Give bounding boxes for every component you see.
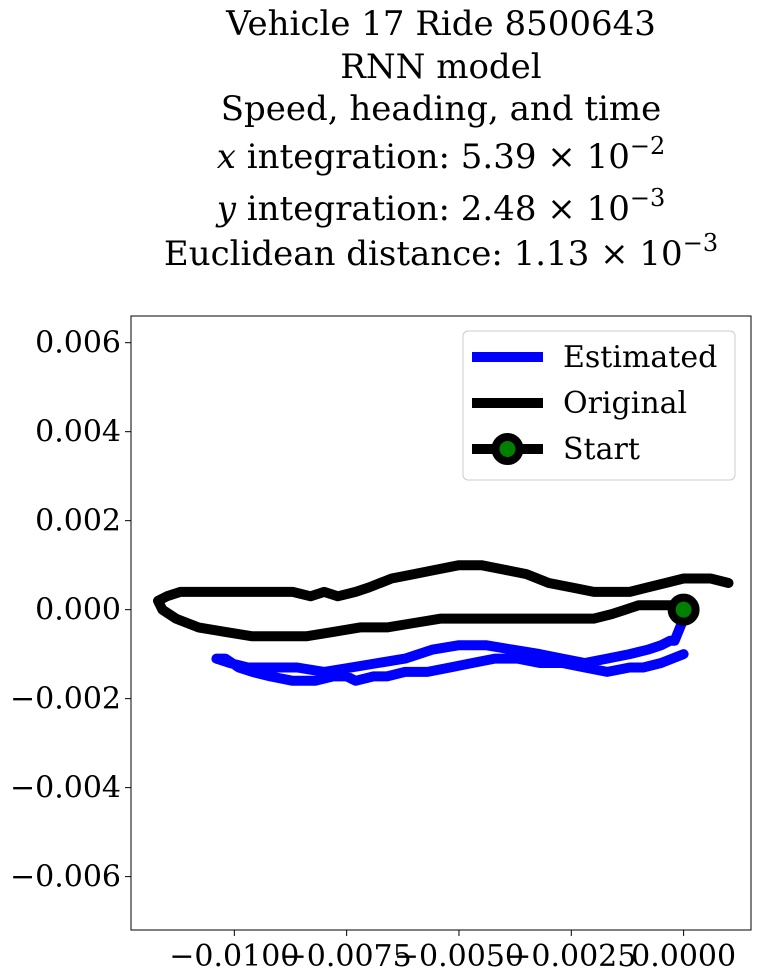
title-line: x integration: 5.39 × 10−2	[217, 132, 665, 177]
title-line: Euclidean distance: 1.13 × 10−3	[164, 229, 718, 274]
x-tick-label: −0.0050	[394, 939, 524, 974]
series-line-original	[153, 560, 734, 642]
legend-label: Start	[563, 432, 640, 467]
axes-frame	[130, 315, 752, 931]
title-line: y integration: 2.48 × 10−3	[215, 184, 666, 229]
y-axis: 0.006 0.004 0.002 0.000 −0.002 −0.004 −0.006	[10, 326, 131, 895]
y-tick-label: −0.004	[10, 771, 121, 806]
y-tick-label: −0.006	[10, 860, 121, 895]
title-line: Vehicle 17 Ride 8500643	[225, 4, 656, 44]
x-tick-label: −0.0075	[282, 939, 412, 974]
y-tick-label: −0.002	[10, 682, 121, 717]
legend-box	[462, 330, 736, 481]
series-group	[153, 560, 734, 686]
x-tick-label: 0.0000	[631, 939, 736, 974]
start-marker	[667, 593, 700, 626]
series-line-estimated	[211, 613, 689, 686]
plot-area	[130, 315, 752, 931]
title-line: Speed, heading, and time	[221, 89, 662, 129]
y-tick-label: 0.004	[35, 415, 121, 450]
legend-label: Original	[563, 386, 687, 421]
x-tick-label: −0.0100	[169, 939, 299, 974]
y-tick-label: 0.000	[35, 593, 121, 628]
legend: Estimated Original Start	[462, 330, 736, 481]
title-line: RNN model	[340, 47, 541, 87]
y-tick-label: 0.002	[35, 504, 121, 539]
legend-marker	[491, 433, 524, 465]
x-tick-label: −0.0025	[506, 939, 636, 974]
legend-label: Estimated	[563, 340, 717, 375]
y-tick-label: 0.006	[35, 326, 121, 361]
